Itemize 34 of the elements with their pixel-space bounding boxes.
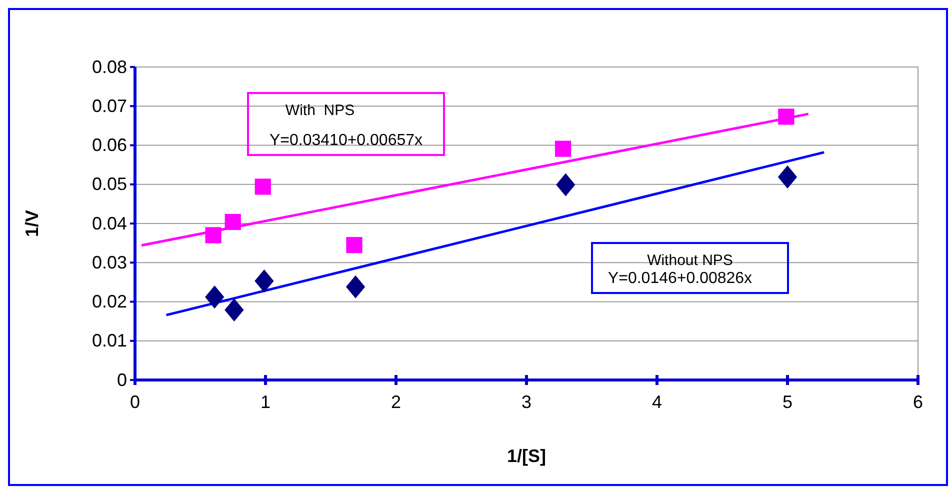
point: [254, 178, 271, 195]
y-tick-label: 0.05: [92, 174, 127, 194]
x-tick-label: 6: [912, 392, 924, 412]
y-tick-label: 0.04: [92, 213, 127, 234]
x-tick-label: 4: [652, 392, 662, 412]
y-tick-label: 0.08: [92, 56, 127, 77]
y-tick-label: 0.06: [92, 135, 127, 156]
point: [556, 173, 576, 196]
point: [346, 275, 366, 298]
annotation: Y=0.03410+0.00657x: [269, 132, 423, 149]
x-tick-label: 2: [390, 392, 402, 412]
y-axis-title: 1/V: [22, 210, 42, 238]
x-tick-label: 3: [521, 392, 532, 412]
annotation: With NPS: [285, 102, 355, 119]
point: [224, 214, 241, 230]
point: [205, 227, 222, 244]
y-tick-label: 0.02: [92, 292, 127, 312]
point: [346, 236, 362, 254]
y-tick-label: 0.01: [92, 330, 127, 351]
x-tick-label: 1: [260, 392, 271, 412]
point: [254, 269, 274, 293]
x-tick-label: 0: [130, 392, 140, 412]
point: [778, 165, 798, 188]
x-tick-label: 5: [782, 392, 793, 412]
y-tick-label: 0.07: [92, 96, 127, 116]
point: [778, 108, 794, 125]
point: [205, 286, 224, 309]
x-axis-title: 1/[S]: [506, 446, 546, 466]
y-tick-label: 0: [116, 370, 127, 390]
y-tick-label: 0.03: [92, 252, 127, 272]
point: [224, 298, 244, 322]
point: [554, 140, 572, 157]
annotation: Without NPS: [647, 252, 733, 269]
annotation: Y=0.0146+0.00826x: [608, 270, 752, 287]
